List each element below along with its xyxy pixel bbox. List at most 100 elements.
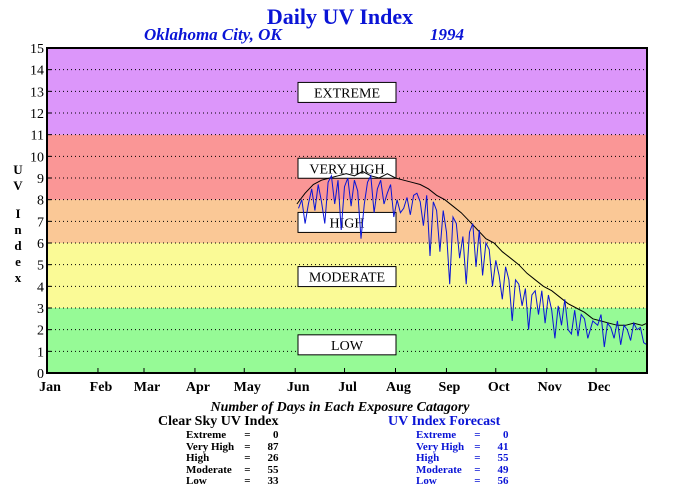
summary-row: High = 26 [184, 452, 280, 465]
plot-frame [46, 47, 648, 374]
summary-row: Low = 33 [184, 475, 280, 488]
summary-value: 55 [497, 452, 509, 464]
equals-sign: = [474, 475, 481, 487]
summary-label: Low [186, 475, 207, 487]
y-tick-label: 15 [30, 42, 44, 57]
y-tick-label: 14 [30, 64, 44, 79]
y-axis-label-char: U [13, 162, 23, 177]
summary-value: 41 [497, 440, 509, 453]
y-tick-label: 6 [37, 237, 44, 252]
y-axis-label-char: e [15, 254, 21, 269]
x-tick-label: Mar [134, 380, 160, 395]
clear-sky-summary-table: Extreme = 0 Very High = 87 High = 26 Moderate =… [184, 429, 280, 488]
summary-value: 0 [272, 429, 279, 441]
x-tick-label: Feb [90, 380, 113, 395]
y-tick-label: 9 [37, 172, 44, 187]
y-tick-label: 5 [37, 259, 44, 274]
x-tick-label: Nov [538, 380, 562, 395]
summary-row: Extreme = 0 [184, 429, 280, 442]
y-tick-label: 13 [30, 85, 44, 100]
band-label: EXTREME [314, 86, 380, 101]
summary-label: Low [416, 475, 437, 487]
x-tick-label: Jun [287, 380, 310, 395]
y-tick-label: 3 [37, 302, 44, 317]
y-tick-label: 10 [30, 150, 44, 165]
y-axis-label-char: V [13, 178, 23, 193]
clear-sky-summary-title: Clear Sky UV Index [158, 414, 279, 429]
x-tick-label: Jan [39, 380, 61, 395]
chart-subtitle-year: 1994 [430, 25, 464, 44]
band-label: MODERATE [309, 271, 385, 286]
forecast-summary-title: UV Index Forecast [388, 414, 501, 429]
x-tick-label: Sep [439, 380, 461, 395]
y-tick-label: 2 [37, 324, 44, 339]
summary-value: 87 [267, 440, 279, 453]
equals-sign: = [244, 440, 251, 453]
summary-row: High = 55 [414, 452, 510, 465]
equals-sign: = [244, 463, 251, 476]
x-tick-label: Apr [186, 380, 210, 395]
x-tick-label: Jul [338, 380, 357, 395]
equals-sign: = [244, 475, 251, 487]
y-axis-label-char: x [15, 270, 22, 285]
summary-value: 56 [497, 475, 509, 487]
x-tick-label: May [234, 380, 261, 395]
chart-subtitle-location: Oklahoma City, OK [144, 25, 282, 44]
summary-value: 0 [502, 429, 509, 441]
y-tick-label: 7 [37, 215, 44, 230]
equals-sign: = [474, 463, 481, 476]
summary-label: Moderate [416, 463, 462, 476]
forecast-uv-line [298, 174, 648, 348]
band-label-box [297, 266, 397, 288]
summary-label: High [416, 452, 440, 464]
y-axis-label-char: n [14, 222, 22, 237]
forecast-summary: UV Index Forecast Extreme = 0 Very High = 41… [388, 414, 510, 488]
equals-sign: = [474, 429, 481, 441]
summary-row: Moderate = 49 [414, 463, 510, 477]
band-label-box [297, 81, 397, 103]
summary-label: Very High [186, 440, 235, 453]
x-tick-label: Aug [386, 380, 411, 395]
summary-label: Extreme [416, 429, 457, 441]
equals-sign: = [474, 440, 481, 453]
summary-label: Extreme [186, 429, 227, 441]
summary-row: Moderate = 55 [184, 463, 280, 477]
summary-row: Low = 56 [414, 475, 510, 488]
clear-sky-summary: Clear Sky UV Index Extreme = 0 Very High = 8… [158, 414, 280, 488]
chart-title: Daily UV Index [266, 4, 414, 29]
equals-sign: = [474, 452, 481, 464]
summary-label: Very High [416, 440, 465, 453]
summary-row: Very High = 87 [184, 440, 280, 454]
summary-label: High [186, 452, 210, 464]
summary-heading: Number of Days in Each Exposure Catagory [210, 400, 470, 415]
y-tick-label: 0 [37, 367, 44, 382]
clear-sky-uv-line [296, 170, 648, 326]
summary-label: Moderate [186, 463, 232, 476]
x-tick-label: Dec [588, 380, 611, 395]
x-tick-label: Oct [488, 380, 510, 395]
y-axis-label-char: d [14, 238, 22, 253]
band-label: VERY HIGH [309, 162, 384, 177]
y-axis-label-char: I [15, 206, 20, 221]
summary-value: 49 [497, 463, 509, 476]
y-tick-label: 4 [37, 280, 44, 295]
band-label-box [297, 157, 397, 179]
summary-row: Very High = 41 [414, 440, 510, 454]
y-tick-label: 8 [37, 194, 44, 209]
summary-value: 26 [267, 452, 279, 464]
y-tick-label: 11 [31, 129, 44, 144]
summary-value: 33 [267, 475, 279, 487]
band-label-box [297, 334, 397, 356]
equals-sign: = [244, 452, 251, 464]
summary-row: Extreme = 0 [414, 429, 510, 442]
y-tick-label: 1 [37, 345, 44, 360]
forecast-summary-table: Extreme = 0 Very High = 41 High = 55 Moderate =… [414, 429, 510, 488]
summary-value: 55 [267, 463, 279, 476]
y-tick-label: 12 [30, 107, 44, 122]
equals-sign: = [244, 429, 251, 441]
band-label: HIGH [330, 216, 365, 231]
band-label-box [297, 211, 397, 233]
band-label: LOW [331, 339, 364, 354]
